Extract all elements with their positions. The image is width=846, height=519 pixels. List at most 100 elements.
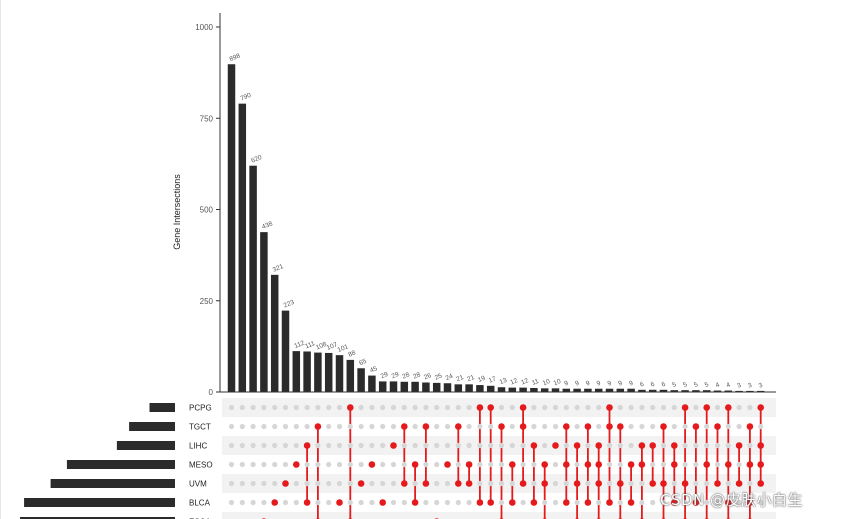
intersection-bar [476,385,484,392]
matrix-dot-inactive [250,499,256,506]
matrix-dot-inactive [228,404,235,411]
matrix-dot-inactive [272,461,278,468]
matrix-dot-active [627,499,635,506]
intersection-bar [227,64,236,392]
matrix-dot-inactive [628,423,634,430]
matrix-dot-active [271,499,279,506]
matrix-dot-inactive [412,442,418,449]
bar-value-label: 21 [455,374,465,383]
matrix-dot-inactive [423,461,429,468]
watermark: CSDN @皮肤小白生 [660,491,804,509]
matrix-dot-inactive [714,442,721,449]
matrix-dot-inactive [542,442,548,449]
matrix-dot-inactive [509,423,515,430]
matrix-dot-inactive [304,480,310,487]
matrix-dot-inactive [261,404,267,411]
matrix-dot-inactive [747,442,753,449]
matrix-dot-active [681,480,689,487]
matrix-dot-inactive [477,423,483,430]
matrix-dot-inactive [704,480,710,487]
bar-value-label: 5 [671,381,677,389]
intersection-bar [346,359,355,392]
matrix-dot-inactive [228,442,235,449]
matrix-dot-active [293,461,300,468]
bar-value-label: 24 [445,373,455,382]
matrix-dot-inactive [261,461,267,468]
bar-value-label: 12 [520,377,530,386]
matrix-dot-inactive [552,499,559,506]
matrix-dot-inactive [596,404,602,411]
matrix-dot-inactive [369,423,375,430]
intersection-bar [540,388,549,392]
y-tick-label: 0 [209,388,214,397]
matrix-dot-inactive [520,442,526,449]
matrix-dot-inactive [725,423,731,430]
y-tick-label: 750 [200,114,214,123]
bar-value-label: 9 [596,380,602,388]
matrix-dot-active [303,442,311,449]
matrix-dot-active [757,442,764,449]
y-tick-label: 250 [200,297,214,306]
matrix-dot-inactive [336,442,343,449]
matrix-dot-inactive [477,442,483,449]
intersection-bar [681,390,689,392]
matrix-dot-inactive [239,404,245,411]
matrix-dot-inactive [596,423,602,430]
matrix-dot-inactive [239,461,245,468]
matrix-dot-active [541,461,548,468]
matrix-dot-active [671,499,678,506]
matrix-dot-inactive [347,499,353,506]
intersection-bar [465,384,473,392]
matrix-dot-inactive [434,404,440,411]
bar-value-label: 9 [607,380,613,388]
matrix-dot-inactive [326,499,332,506]
matrix-dot-inactive [282,442,289,449]
matrix-dot-active [465,461,473,468]
bar-value-label: 12 [509,377,519,386]
matrix-dot-active [541,480,548,487]
matrix-dot-active [725,461,732,468]
matrix-dot-inactive [239,499,245,506]
matrix-dot-inactive [228,423,235,430]
matrix-dot-active [379,499,387,506]
left-border [0,0,1,519]
matrix-dot-inactive [606,480,613,487]
matrix-dot-inactive [401,442,407,449]
intersection-bar [508,387,517,392]
intersection-bar [605,388,614,392]
matrix-dot-active [649,480,656,487]
matrix-dot-inactive [498,480,505,487]
intersection-bar [270,274,279,392]
matrix-dot-active [476,499,484,506]
matrix-dot-inactive [617,442,623,449]
bar-value-label: 13 [499,377,509,386]
matrix-dot-inactive [261,423,267,430]
matrix-dot-inactive [466,442,472,449]
matrix-dot-active [725,499,732,506]
matrix-dot-inactive [639,423,645,430]
matrix-dot-active [530,499,538,506]
matrix-dot-inactive [542,499,548,506]
matrix-dot-active [573,480,581,487]
matrix-dot-inactive [639,480,645,487]
intersection-bar [292,351,301,392]
matrix-dot-inactive [434,480,440,487]
matrix-dot-active [703,404,710,411]
matrix-dot-active [519,480,527,487]
intersection-bar [400,381,409,392]
matrix-dot-inactive [650,461,656,468]
matrix-dot-inactive [326,423,332,430]
matrix-dot-inactive [585,404,591,411]
matrix-dot-inactive [758,499,764,506]
intersection-bar [238,103,247,393]
matrix-dot-inactive [304,423,310,430]
matrix-dot-inactive [693,442,699,449]
matrix-dot-inactive [455,404,461,411]
y-axis: 0 250 500 750 1000 [195,13,776,397]
matrix-dot-active [725,404,732,411]
matrix-dot-inactive [704,423,710,430]
set-label: BLCA [189,499,211,508]
intersection-matrix [228,404,764,519]
matrix-dot-inactive [336,423,343,430]
matrix-dot-active [681,404,689,411]
